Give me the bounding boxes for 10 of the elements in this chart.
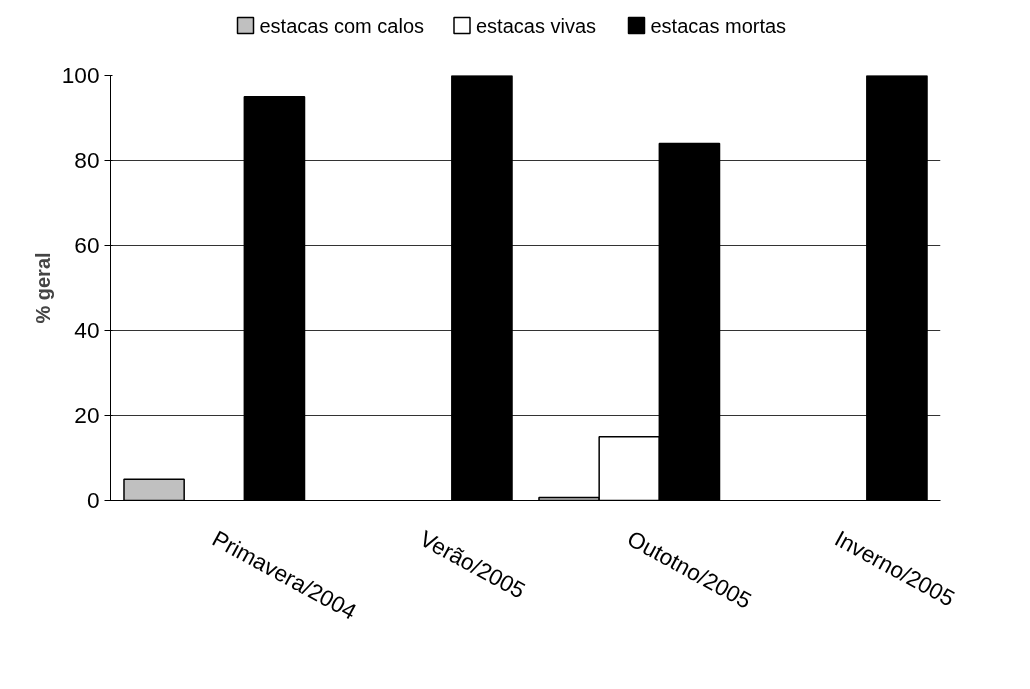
legend-label: estacas vivas: [476, 14, 597, 37]
y-tick-label: 0: [86, 487, 100, 513]
y-tick-label: 100: [61, 62, 100, 88]
y-tick-label: 40: [74, 317, 100, 343]
y-tick-label: 20: [74, 402, 100, 428]
legend-label: estacas com calos: [259, 14, 425, 37]
y-tick-label: 80: [74, 147, 100, 173]
legend-label: estacas mortas: [650, 14, 787, 37]
y-axis-title: % geral: [31, 252, 54, 324]
y-tick-label: 60: [74, 232, 100, 258]
